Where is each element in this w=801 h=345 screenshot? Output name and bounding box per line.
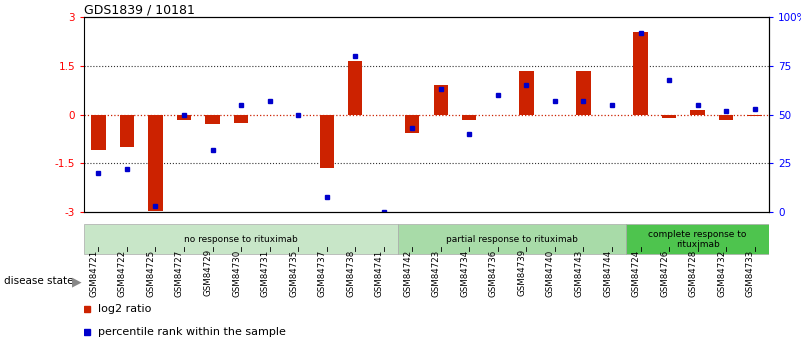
Text: GSM84744: GSM84744 (603, 249, 612, 297)
Bar (433, 86, 448, 115)
Text: GSM84736: GSM84736 (489, 249, 498, 297)
Bar (405, 115, 420, 132)
Text: GSM84733: GSM84733 (746, 249, 755, 297)
Bar (205, 115, 219, 125)
Text: log2 ratio: log2 ratio (98, 304, 151, 314)
Bar (120, 115, 134, 147)
Bar (690, 110, 705, 115)
Text: GSM84732: GSM84732 (717, 249, 727, 297)
Text: GSM84726: GSM84726 (660, 249, 669, 297)
Bar (719, 115, 733, 120)
Bar (662, 115, 676, 118)
Bar (177, 115, 191, 120)
Text: GDS1839 / 10181: GDS1839 / 10181 (84, 3, 195, 16)
Bar (348, 61, 362, 115)
Text: GSM84738: GSM84738 (346, 249, 355, 297)
Text: GSM84739: GSM84739 (517, 249, 526, 296)
Bar (634, 32, 648, 115)
Bar (234, 115, 248, 123)
Bar (84, 224, 398, 254)
Text: GSM84742: GSM84742 (403, 249, 413, 297)
Bar (626, 224, 769, 254)
Text: GSM84741: GSM84741 (375, 249, 384, 297)
Text: complete response to
rituximab: complete response to rituximab (649, 230, 747, 249)
Text: GSM84743: GSM84743 (574, 249, 583, 297)
Text: GSM84730: GSM84730 (232, 249, 241, 297)
Bar (462, 115, 477, 120)
Text: GSM84729: GSM84729 (203, 249, 212, 296)
Text: no response to rituximab: no response to rituximab (184, 235, 298, 244)
Text: GSM84722: GSM84722 (118, 249, 127, 297)
Text: ▶: ▶ (72, 276, 82, 289)
Bar (747, 115, 762, 116)
Text: GSM84725: GSM84725 (147, 249, 155, 297)
Text: GSM84734: GSM84734 (461, 249, 469, 297)
Bar (398, 224, 626, 254)
Bar (91, 115, 106, 150)
Bar (519, 71, 533, 115)
Text: disease state: disease state (4, 276, 74, 286)
Text: GSM84731: GSM84731 (260, 249, 270, 297)
Text: GSM84737: GSM84737 (318, 249, 327, 297)
Bar (148, 115, 163, 210)
Text: partial response to rituximab: partial response to rituximab (446, 235, 578, 244)
Text: percentile rank within the sample: percentile rank within the sample (98, 327, 285, 337)
Text: GSM84721: GSM84721 (90, 249, 99, 297)
Bar (577, 71, 590, 115)
Text: GSM84740: GSM84740 (546, 249, 555, 297)
Text: GSM84724: GSM84724 (631, 249, 641, 297)
Bar (320, 115, 334, 168)
Text: GSM84727: GSM84727 (175, 249, 184, 297)
Text: GSM84728: GSM84728 (689, 249, 698, 297)
Text: GSM84735: GSM84735 (289, 249, 298, 297)
Text: GSM84723: GSM84723 (432, 249, 441, 297)
